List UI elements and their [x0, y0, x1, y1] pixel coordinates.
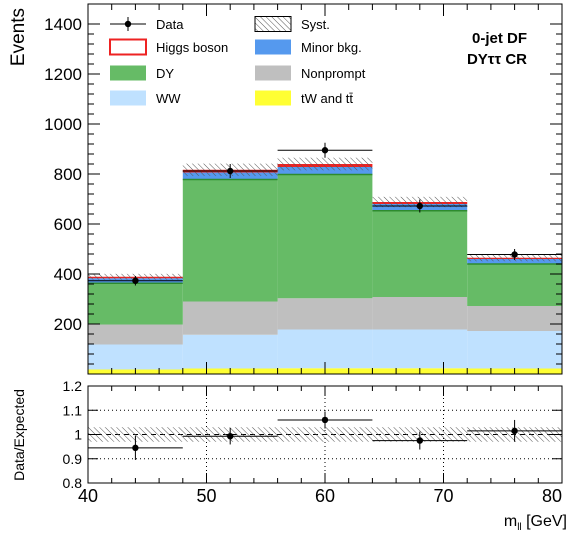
- ratio-point-2: [227, 432, 234, 440]
- x-tick-label-2: 50: [196, 486, 216, 506]
- main-ytick-label-6: 1200: [44, 65, 82, 84]
- legend-data-label: Data: [156, 17, 184, 32]
- ratio-point-5: [511, 427, 518, 435]
- legend-minor-bkg-swatch: [255, 39, 291, 55]
- annotation-line-1: 0-jet DF: [472, 30, 527, 47]
- data-point-4: [416, 202, 423, 210]
- legend-minor-bkg-label: Minor bkg.: [301, 40, 362, 55]
- ratio-ytick-label-1: 0.8: [63, 475, 83, 491]
- ratio-data-points: [88, 411, 562, 460]
- main-axes: 200 400 600 800 1000 1200 1400: [44, 3, 563, 375]
- ratio-axes: 0.8 0.9 1 1.1 1.2 40 50 60 70 80: [63, 378, 563, 506]
- bar-dy-bin-2: [182, 179, 278, 302]
- ratio-point-4: [416, 437, 423, 444]
- bar-nonprompt-bin-5: [467, 306, 562, 331]
- main-data-points: [88, 142, 562, 286]
- data-point-5: [511, 251, 518, 258]
- ratio-syst-bin-3: [277, 427, 373, 442]
- x-tick-label-1: 40: [78, 486, 98, 506]
- legend-higgs-boson-swatch: [109, 38, 147, 56]
- bar-ww-bin-4: [372, 329, 468, 369]
- bar-dy-bin-1: [88, 283, 183, 325]
- legend-higgs-boson-label: Higgs boson: [156, 40, 228, 55]
- main-ytick-label-5: 1000: [44, 115, 82, 134]
- ratio-ytick-label-4: 1.1: [63, 402, 83, 418]
- bar-dy-bin-5: [467, 264, 562, 306]
- x-tick-label-5: 80: [542, 486, 562, 506]
- legend-syst-label: Syst.: [301, 17, 330, 32]
- bar-nonprompt-bin-4: [372, 297, 468, 330]
- ratio-ytick-label-5: 1.2: [63, 378, 83, 394]
- x-axis-label-unit: [GeV]: [522, 513, 567, 530]
- x-tick-label-3: 60: [315, 486, 335, 506]
- bar-ww-bin-2: [182, 334, 278, 369]
- ratio-syst-bin-1: [88, 427, 183, 442]
- legend: Data Syst. Higgs boson Minor bkg. DY Nonpromp…: [109, 16, 366, 106]
- x-axis-label-main: m: [504, 513, 517, 530]
- main-ytick-label-4: 800: [54, 165, 82, 184]
- legend-dy-label: DY: [156, 66, 174, 81]
- bar-nonprompt-bin-2: [182, 301, 278, 335]
- ratio-point-3: [321, 416, 329, 424]
- main-stack-bars: [88, 164, 562, 374]
- legend-nonprompt-swatch: [255, 65, 291, 81]
- legend-syst-swatch: [254, 16, 292, 32]
- ratio-ylabel: Data/Expected: [11, 389, 27, 481]
- ratio-point-1: [132, 444, 139, 452]
- data-point-2: [227, 167, 234, 175]
- legend-tw-and-tt-label: tW and tt̄: [301, 91, 353, 106]
- legend-tw-and-tt-swatch: [255, 90, 291, 106]
- data-point-3: [321, 147, 329, 154]
- legend-nonprompt-label: Nonprompt: [301, 66, 366, 81]
- annotation-line-2: DYττ CR: [467, 51, 527, 68]
- syst-band-bin-3: [277, 157, 373, 171]
- bar-nonprompt-bin-1: [88, 324, 183, 345]
- main-ylabel: Events: [8, 8, 29, 66]
- x-axis-label-subscript: ll: [517, 522, 521, 533]
- main-ytick-label-3: 600: [54, 215, 82, 234]
- bar-dy-bin-3: [277, 174, 373, 299]
- legend-data-marker: [124, 20, 132, 28]
- bar-minor-bkg-bin-3: [277, 167, 373, 175]
- bar-ww-bin-3: [277, 329, 373, 369]
- ratio-syst-band: [88, 427, 562, 442]
- data-point-1: [132, 277, 139, 284]
- bar-dy-bin-4: [372, 210, 468, 297]
- bar-ww-bin-5: [467, 331, 562, 369]
- ratio-ytick-label-3: 1: [74, 427, 82, 443]
- bar-ww-bin-1: [88, 344, 183, 370]
- main-ytick-label-1: 200: [54, 315, 82, 334]
- legend-ww-swatch: [110, 90, 146, 106]
- bar-nonprompt-bin-3: [277, 298, 373, 330]
- ratio-ytick-label-2: 0.9: [63, 451, 83, 467]
- x-tick-label-4: 70: [433, 486, 453, 506]
- main-ytick-label-2: 400: [54, 265, 82, 284]
- legend-ww-label: WW: [156, 91, 181, 106]
- legend-dy-swatch: [110, 65, 146, 81]
- main-ytick-label-7: 1400: [44, 15, 82, 34]
- x-axis-label: mll [GeV]: [504, 513, 567, 533]
- bar-minor-bkg-bin-5: [467, 259, 562, 264]
